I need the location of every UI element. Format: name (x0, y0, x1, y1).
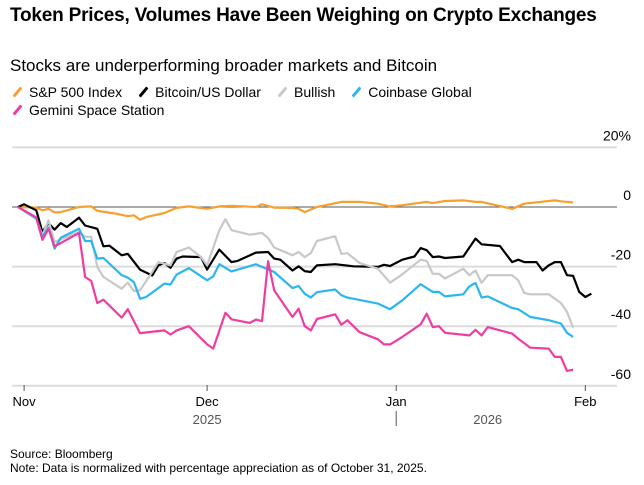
legend: S&P 500 Index Bitcoin/US Dollar Bullish Coi… (10, 83, 570, 119)
series-line-coinbase-global (17, 206, 574, 338)
year-label: 2025 (193, 412, 222, 427)
year-label: 2026 (473, 412, 502, 427)
x-tick-label: Feb (574, 394, 596, 409)
legend-item: Bitcoin/US Dollar (136, 83, 261, 101)
y-tick-label: -20 (611, 247, 631, 263)
legend-item: S&P 500 Index (10, 83, 122, 101)
legend-item: Bullish (275, 83, 335, 101)
legend-label: Bitcoin/US Dollar (155, 84, 261, 100)
data-note: Note: Data is normalized with percentage… (10, 461, 427, 475)
chart-title: Token Prices, Volumes Have Been Weighing… (10, 5, 597, 26)
series-line-gemini-space-station (17, 206, 574, 372)
legend-item: Gemini Space Station (10, 101, 164, 119)
legend-label: Bullish (293, 84, 336, 100)
chart-subtitle: Stocks are underperforming broader marke… (10, 56, 438, 75)
series-line-bullish (17, 206, 575, 329)
x-tick-label: Jan (386, 394, 407, 409)
legend-label: S&P 500 Index (29, 84, 123, 100)
x-tick-label: Nov (13, 394, 37, 409)
source-note: Source: Bloomberg (10, 447, 113, 461)
footer: Source: Bloomberg Note: Data is normaliz… (10, 447, 427, 475)
x-tick-label: Dec (196, 394, 220, 409)
legend-label: Gemini Space Station (29, 102, 165, 118)
series-line-bitcoin-us-dollar (17, 203, 592, 299)
y-tick-label: -40 (611, 306, 631, 322)
legend-item: Coinbase Global (349, 83, 472, 101)
y-tick-label: -60 (611, 366, 631, 382)
series-line-s-p-500-index (17, 199, 574, 221)
y-tick-label: 20% (603, 127, 631, 143)
legend-label: Coinbase Global (368, 84, 472, 100)
y-tick-label: 0 (623, 187, 631, 203)
